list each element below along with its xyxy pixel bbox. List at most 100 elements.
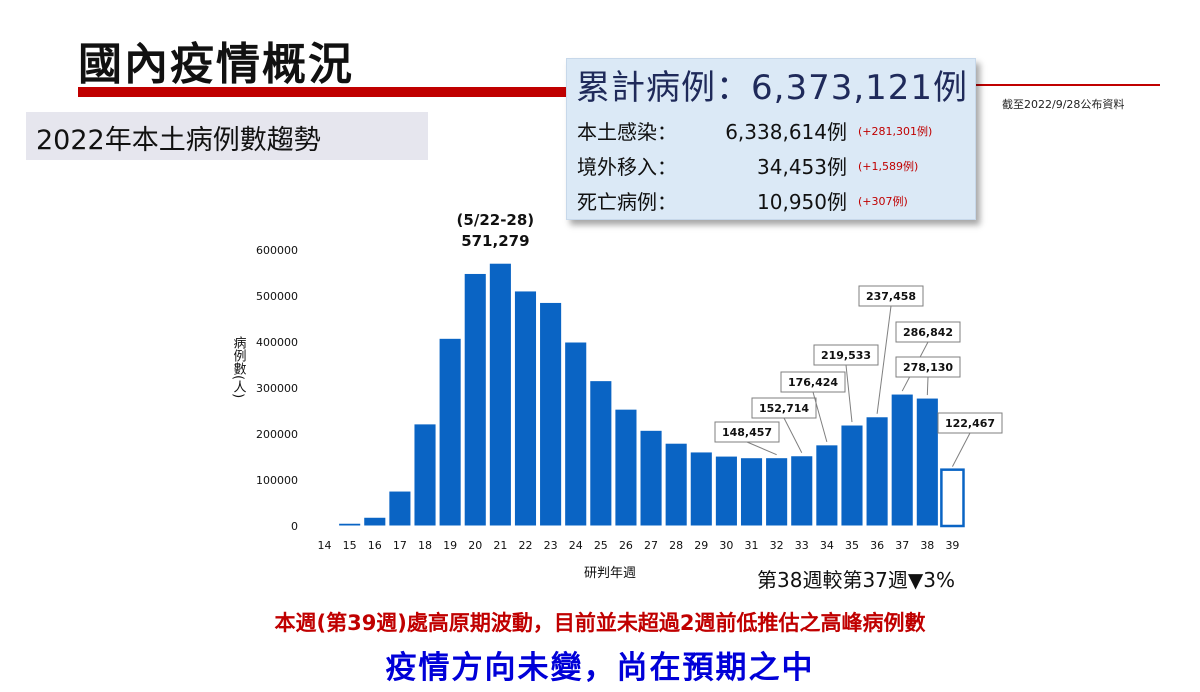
callout-box <box>937 412 1003 434</box>
stat-value: 10,950例 <box>757 190 847 214</box>
stat-delta: (+1,589例) <box>858 160 919 173</box>
y-tick-label: 300000 <box>256 382 298 395</box>
bar <box>840 424 864 527</box>
callout-box <box>895 356 961 378</box>
x-tick-label: 36 <box>870 539 884 552</box>
x-tick-labels: 14 15 16 17 18 19 20 21 22 23 24 25 26 27 28 29 30 31 32 33… <box>318 539 960 552</box>
callout-pointer <box>926 376 929 396</box>
x-tick-label: 31 <box>745 539 759 552</box>
stats-panel <box>566 58 976 220</box>
bar <box>513 290 538 527</box>
bar <box>313 524 337 527</box>
y-tick-label: 200000 <box>256 428 298 441</box>
callout-box <box>813 344 879 366</box>
x-tick-label: 24 <box>569 539 583 552</box>
x-tick-label: 14 <box>318 539 332 552</box>
stat-row-deaths: 死亡病例： 10,950例 <box>577 186 847 214</box>
bar <box>463 272 487 527</box>
callout-pointer <box>783 417 803 453</box>
x-tick-label: 22 <box>518 539 532 552</box>
y-tick-labels: 0 100000 200000 300000 400000 500000 600000 <box>256 244 298 533</box>
callout-label: 237,458 <box>866 290 916 303</box>
x-tick-label: 18 <box>418 539 432 552</box>
as-of-date: 截至2022/9/28公布資料 <box>1002 98 1125 111</box>
bar <box>865 416 889 527</box>
bar <box>915 397 939 527</box>
bar <box>438 337 462 527</box>
bar <box>664 442 688 527</box>
x-tick-label: 27 <box>644 539 658 552</box>
callout-box <box>751 397 817 419</box>
callout-pointer <box>746 441 777 456</box>
subtitle-box <box>26 112 428 160</box>
x-tick-label: 28 <box>669 539 683 552</box>
x-tick-label: 33 <box>795 539 809 552</box>
stat-label: 死亡病例： <box>577 190 677 214</box>
x-tick-label: 37 <box>895 539 909 552</box>
x-tick-label: 26 <box>619 539 633 552</box>
x-tick-label: 34 <box>820 539 834 552</box>
callout-label: 219,533 <box>821 349 871 362</box>
footer-note: 本週(第39週)處高原期波動，目前並未超過2週前低推估之高峰病例數 <box>274 611 926 635</box>
bar <box>940 468 965 528</box>
x-tick-label: 19 <box>443 539 457 552</box>
stat-label: 境外移入： <box>577 155 677 179</box>
bar <box>564 341 588 527</box>
bar <box>714 455 738 527</box>
callout-box <box>714 421 780 443</box>
stat-value: 6,338,614例 <box>725 120 847 144</box>
chart-subtitle: 2022年本土病例數趨勢 <box>36 125 321 156</box>
x-tick-label: 25 <box>594 539 608 552</box>
callout-box <box>858 285 924 307</box>
bar <box>639 429 663 527</box>
x-tick-label: 35 <box>845 539 859 552</box>
y-tick-label: 0 <box>291 520 298 533</box>
total-cases: 累計病例：6,373,121例 <box>576 68 969 108</box>
callout-label: 148,457 <box>722 426 772 439</box>
footer-conclusion: 疫情方向未變，尚在預期之中 <box>385 650 815 686</box>
y-tick-label: 400000 <box>256 336 298 349</box>
stat-delta: (+281,301例) <box>858 125 933 138</box>
y-axis-label: 病例數(人) <box>231 336 247 398</box>
x-tick-label: 23 <box>544 539 558 552</box>
bar <box>815 444 839 527</box>
peak-date-label: (5/22-28) <box>457 211 535 229</box>
bar <box>614 408 638 527</box>
header-rule <box>975 84 1160 86</box>
bar <box>765 457 789 527</box>
x-tick-label: 30 <box>719 539 733 552</box>
callout-label: 278,130 <box>903 361 953 374</box>
callout-pointer <box>812 391 828 442</box>
stat-row-imported: 境外移入： 34,453例 <box>577 151 847 179</box>
bar <box>539 301 563 527</box>
x-tick-label: 20 <box>468 539 482 552</box>
x-tick-label: 39 <box>945 539 959 552</box>
bar <box>739 457 764 527</box>
bar <box>388 490 412 527</box>
x-tick-label: 38 <box>920 539 934 552</box>
callouts: 148,457 152,714 176,424 219,533 237,458 286,8… <box>714 285 1003 467</box>
callout-label: 176,424 <box>788 376 838 389</box>
bar <box>589 380 613 527</box>
bars <box>313 262 965 528</box>
peak-annotation: (5/22-28) 571,279 <box>457 211 535 250</box>
callout-pointer <box>876 305 892 414</box>
bar <box>338 522 362 527</box>
x-axis-label: 研判年週 <box>584 566 636 581</box>
x-tick-label: 16 <box>368 539 382 552</box>
stat-label: 本土感染： <box>577 120 677 144</box>
stat-value: 34,453例 <box>757 155 847 179</box>
bar <box>689 451 713 527</box>
y-tick-label: 100000 <box>256 474 298 487</box>
y-tick-label: 500000 <box>256 290 298 303</box>
x-tick-label: 15 <box>343 539 357 552</box>
y-axis-title: 病例數(人) <box>231 336 247 398</box>
page-title: 國內疫情概況 <box>78 39 354 90</box>
bar <box>413 423 437 527</box>
callout-label: 286,842 <box>903 326 953 339</box>
callout-box <box>895 321 961 343</box>
callout-label: 152,714 <box>759 402 809 415</box>
callout-box <box>780 371 846 393</box>
callout-pointer <box>845 364 853 423</box>
